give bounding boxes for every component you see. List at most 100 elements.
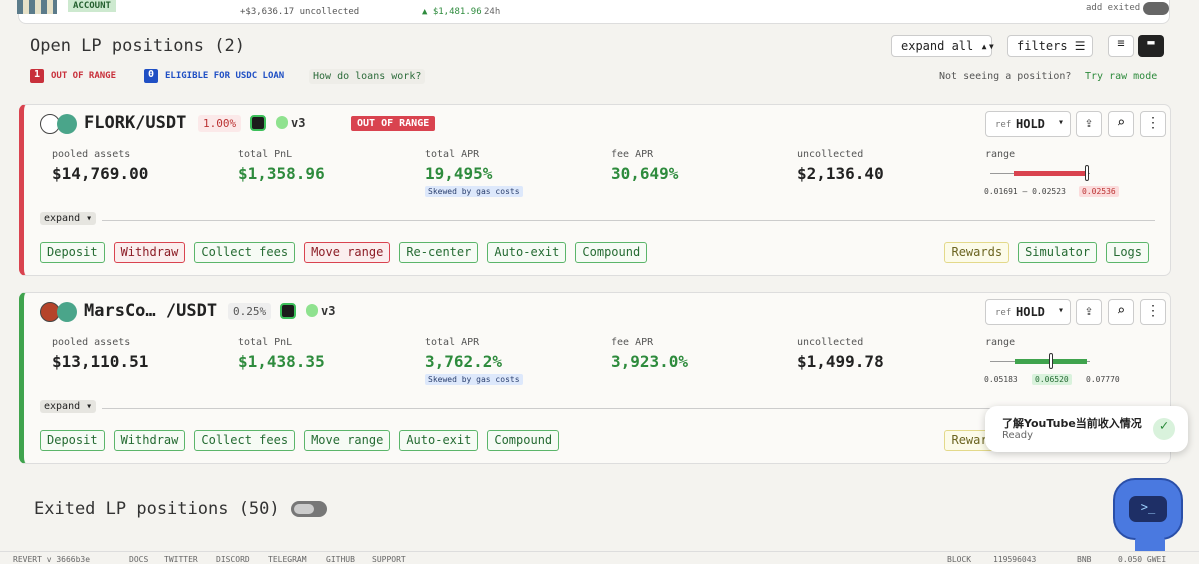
footer-link[interactable]: DOCS xyxy=(129,555,149,564)
tool-button[interactable]: Logs xyxy=(1106,242,1149,263)
footer xyxy=(0,551,1199,563)
stat-label: total APR xyxy=(425,337,480,348)
range-marker xyxy=(1085,165,1089,181)
stat-value: $1,358.96 xyxy=(238,164,325,183)
stat-value: 3,762.2% xyxy=(425,352,503,371)
toast: 了解YouTube当前收入情况 Ready ✓ xyxy=(985,406,1188,452)
dex-icon xyxy=(306,304,318,317)
position-card: FLORK/USDT 1.00% v3 OUT OF RANGE ref HOLD ▾ ⇪ ⌕ ⋮… xyxy=(19,104,1171,276)
action-button[interactable]: Withdraw xyxy=(113,430,186,451)
loan-link[interactable]: How do loans work? xyxy=(309,69,426,84)
divider xyxy=(102,220,1155,221)
stat-label: uncollected xyxy=(797,149,864,160)
tool-button[interactable]: Simulator xyxy=(1018,242,1098,263)
strategy-select[interactable]: ref HOLD ▾ xyxy=(985,299,1071,325)
range-marker xyxy=(1049,353,1053,369)
expand-toggle[interactable]: expand ▾ xyxy=(40,400,97,413)
share-button[interactable]: ⇪ xyxy=(1076,299,1102,325)
stat-label: total PnL xyxy=(238,149,293,160)
action-button[interactable]: Move range xyxy=(304,242,391,263)
mascot: >_ xyxy=(1113,478,1183,540)
tools: Rewards Simulator Logs xyxy=(944,242,1149,263)
badge-label: OUT OF RANGE xyxy=(51,71,117,81)
version: v3 xyxy=(321,304,336,318)
range-tick: 0.01691 – 0.02523 xyxy=(984,187,1066,196)
stat-value: $14,769.00 xyxy=(52,164,149,183)
search-button[interactable]: ⌕ xyxy=(1108,299,1134,325)
action-button[interactable]: Auto-exit xyxy=(487,242,567,263)
action-button[interactable]: Auto-exit xyxy=(399,430,479,451)
ref-label: ref xyxy=(995,120,1012,130)
token-icon xyxy=(57,114,77,134)
stat-label: total PnL xyxy=(238,337,293,348)
toggle-knob xyxy=(294,504,314,514)
action-button[interactable]: Collect fees xyxy=(194,242,296,263)
strategy-select[interactable]: ref HOLD ▾ xyxy=(985,111,1071,137)
stat-value: 19,495% xyxy=(425,164,493,183)
action-button[interactable]: Deposit xyxy=(40,242,105,263)
stat-label: fee APR xyxy=(611,149,654,160)
actions: Deposit Withdraw Collect fees Move range Aut… xyxy=(40,430,560,451)
add-exited-toggle[interactable] xyxy=(1143,2,1169,15)
stat-value: $2,136.40 xyxy=(797,164,884,183)
uncollected-summary: +$3,636.17 uncollected xyxy=(240,7,360,17)
exited-toggle[interactable] xyxy=(291,501,327,517)
token-icon xyxy=(57,302,77,322)
chain-icon xyxy=(280,303,296,319)
actions: Deposit Withdraw Collect fees Move range Re-… xyxy=(40,242,648,263)
caret: ▾ xyxy=(1058,305,1065,316)
list-view[interactable]: ≡ xyxy=(1108,35,1134,57)
compact-view[interactable]: ▬ xyxy=(1138,35,1164,57)
gas-price: 0.050 GWEI xyxy=(1118,555,1167,564)
block-label: BLOCK xyxy=(947,555,972,564)
action-button[interactable]: Move range xyxy=(304,430,391,451)
action-button[interactable]: Collect fees xyxy=(194,430,296,451)
range-label: range xyxy=(985,337,1016,348)
action-button[interactable]: Withdraw xyxy=(113,242,186,263)
account-badge[interactable]: ACCOUNT xyxy=(68,0,116,12)
ref-label: ref xyxy=(995,308,1012,318)
tool-button[interactable]: Rewards xyxy=(944,242,1010,263)
stat-label: uncollected xyxy=(797,337,864,348)
fee-tier: 0.25% xyxy=(228,303,272,320)
footer-link[interactable]: TELEGRAM xyxy=(268,555,307,564)
footer-link[interactable]: DISCORD xyxy=(216,555,250,564)
change-value: ▲ $1,481.96 xyxy=(422,7,482,17)
stat-value: $1,499.78 xyxy=(797,352,884,371)
raw-link[interactable]: Try raw mode xyxy=(1085,71,1158,82)
footer-link[interactable]: TWITTER xyxy=(164,555,198,564)
range-current: 0.06520 xyxy=(1032,374,1072,385)
menu-button[interactable]: ⋮ xyxy=(1140,111,1166,137)
footer-link[interactable]: SUPPORT xyxy=(372,555,406,564)
toast-check: ✓ xyxy=(1153,418,1175,440)
search-button[interactable]: ⌕ xyxy=(1108,111,1134,137)
menu-button[interactable]: ⋮ xyxy=(1140,299,1166,325)
exited-title: Exited LP positions (50) xyxy=(34,499,280,519)
stat-note: Skewed by gas costs xyxy=(425,186,523,197)
filters-button[interactable]: filters ☰ xyxy=(1007,35,1093,57)
footer-link[interactable]: GITHUB xyxy=(326,555,355,564)
pair-name: MarsCo… /USDT xyxy=(84,301,218,321)
share-button[interactable]: ⇪ xyxy=(1076,111,1102,137)
footer-link: REVERT v 3666b3e xyxy=(13,555,91,564)
stat-value: $13,110.51 xyxy=(52,352,149,371)
strategy: HOLD xyxy=(1016,117,1045,131)
change-amount: $1,481.96 xyxy=(432,7,482,17)
add-exited-label: add exited xyxy=(1086,3,1141,13)
range-tick: 0.05183 xyxy=(984,375,1018,384)
badge-label: ELIGIBLE FOR USDC LOAN xyxy=(165,71,285,81)
action-button[interactable]: Compound xyxy=(575,242,648,263)
dex-icon xyxy=(276,116,288,129)
mascot-screen: >_ xyxy=(1129,496,1167,522)
stat-label: fee APR xyxy=(611,337,654,348)
block-number: 119596043 xyxy=(993,555,1037,564)
status-badge: OUT OF RANGE xyxy=(351,116,436,131)
expand-all-select[interactable]: expand all ▴▾ xyxy=(891,35,995,57)
action-button[interactable]: Deposit xyxy=(40,430,105,451)
expand-toggle[interactable]: expand ▾ xyxy=(40,212,97,225)
chain-label: BNB xyxy=(1077,555,1092,564)
toast-status: Ready xyxy=(1002,430,1034,441)
action-button[interactable]: Compound xyxy=(487,430,560,451)
action-button[interactable]: Re-center xyxy=(399,242,479,263)
